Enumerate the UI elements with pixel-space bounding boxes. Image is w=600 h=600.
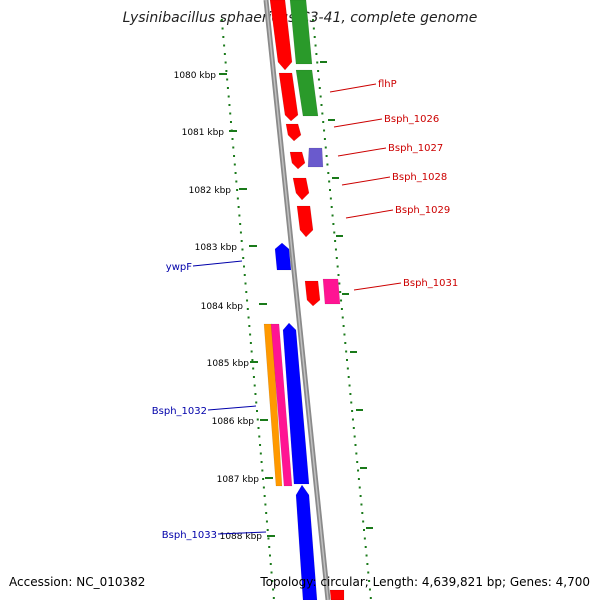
label-leader xyxy=(329,83,377,93)
gene-arrow-Bsph_1031-b xyxy=(322,278,341,305)
gene-label-left[interactable]: Bsph_1033 xyxy=(162,530,217,541)
gene-arrow-pink xyxy=(270,323,293,487)
gene-label-right[interactable]: Bsph_1029 xyxy=(395,205,450,216)
gene-arrow-Bsph_1027-b xyxy=(307,147,324,168)
scale-label: 1087 kbp xyxy=(217,475,260,485)
scale-label: 1088 kbp xyxy=(220,532,263,542)
scale-label: 1083 kbp xyxy=(195,243,238,253)
genome-summary-text: Topology: circular; Length: 4,639,821 bp… xyxy=(260,575,590,589)
genome-backbone xyxy=(263,0,331,600)
gene-arrow-Bsph_1033 xyxy=(295,484,318,600)
gene-labels: flhP Bsph_1026 Bsph_1027 Bsph_1028 Bsph_1029… xyxy=(152,79,458,541)
label-leader xyxy=(217,531,267,535)
gene-arrow-Bsph_1029 xyxy=(296,205,314,238)
label-leader xyxy=(207,405,257,411)
gene-arrow-top-green xyxy=(289,0,313,65)
gene-arrow-Bsph_1031 xyxy=(304,280,321,307)
gene-label-right[interactable]: Bsph_1031 xyxy=(403,278,458,289)
gene-arrow-flhP xyxy=(278,72,299,122)
gene-features xyxy=(263,0,345,600)
label-leader xyxy=(192,260,243,267)
gene-arrow-Bsph_1026 xyxy=(285,123,302,142)
scale-label: 1086 kbp xyxy=(212,417,255,427)
gene-arrow-Bsph_1028 xyxy=(292,177,310,201)
gene-arrow-ywpF xyxy=(274,242,292,271)
gene-label-right[interactable]: Bsph_1027 xyxy=(388,143,443,154)
scale-label: 1085 kbp xyxy=(207,359,250,369)
label-leader xyxy=(337,147,387,157)
gene-label-right[interactable]: flhP xyxy=(378,79,397,90)
accession-text: Accession: NC_010382 xyxy=(9,575,146,589)
scale-label: 1084 kbp xyxy=(201,302,244,312)
scale-label: 1080 kbp xyxy=(174,71,217,81)
gene-arrow-Bsph_1027 xyxy=(289,151,306,170)
gene-arrow-orange xyxy=(263,323,283,487)
gene-label-right[interactable]: Bsph_1028 xyxy=(392,172,447,183)
gene-label-left[interactable]: Bsph_1032 xyxy=(152,406,207,417)
label-leader xyxy=(341,176,391,186)
gene-label-right[interactable]: Bsph_1026 xyxy=(384,114,439,125)
gene-arrow-Bsph_1032 xyxy=(282,322,310,485)
backbone-highlight xyxy=(265,0,329,600)
tick-marks xyxy=(219,19,373,599)
gene-arrow-bottom-red xyxy=(329,589,345,600)
scale-labels: 1080 kbp 1081 kbp 1082 kbp 1083 kbp 1084 kbp… xyxy=(174,71,263,542)
gene-arrow-top-red xyxy=(269,0,293,71)
label-leader xyxy=(353,282,402,291)
gene-arrow-green-2 xyxy=(295,69,319,117)
scale-label: 1082 kbp xyxy=(189,186,232,196)
label-leader xyxy=(345,209,394,219)
scale-label: 1081 kbp xyxy=(182,128,225,138)
label-leader xyxy=(333,118,383,128)
gene-label-left[interactable]: ywpF xyxy=(166,262,192,273)
